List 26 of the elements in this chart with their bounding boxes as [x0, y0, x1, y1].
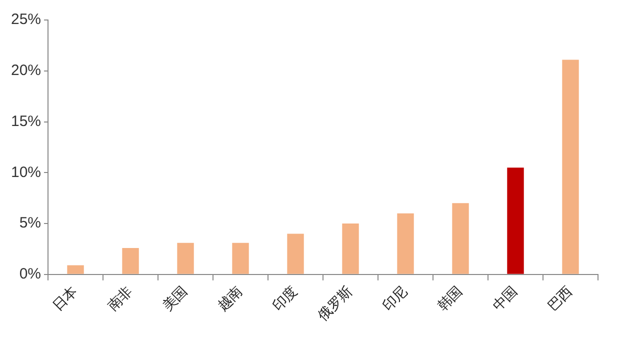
x-tick-label: 越南	[214, 283, 246, 315]
bar	[287, 234, 304, 274]
bar	[67, 265, 84, 274]
x-tick-label: 日本	[50, 283, 81, 315]
x-tick-label: 印度	[270, 283, 301, 315]
bar	[452, 203, 469, 274]
x-tick-label: 中国	[490, 283, 521, 315]
y-tick-label: 20%	[10, 62, 42, 80]
bar	[562, 60, 579, 274]
bar	[507, 168, 524, 274]
bar	[122, 248, 139, 274]
x-tick-label: 印尼	[380, 283, 411, 315]
x-tick-label: 巴西	[544, 283, 576, 315]
x-tick-label: 美国	[160, 283, 191, 315]
y-tick-label: 10%	[10, 164, 42, 181]
bar	[177, 242, 194, 274]
y-tick-label: 25%	[10, 11, 42, 28]
bar	[232, 242, 249, 274]
y-tick-label: 5%	[19, 214, 42, 232]
bar	[342, 224, 359, 274]
x-tick-label: 俄罗斯	[314, 283, 356, 324]
x-tick-label: 韩国	[434, 283, 466, 315]
x-tick-label: 南非	[104, 283, 136, 315]
y-tick-label: 15%	[10, 112, 42, 130]
y-tick-label: 0%	[19, 266, 42, 283]
bar	[397, 213, 414, 274]
